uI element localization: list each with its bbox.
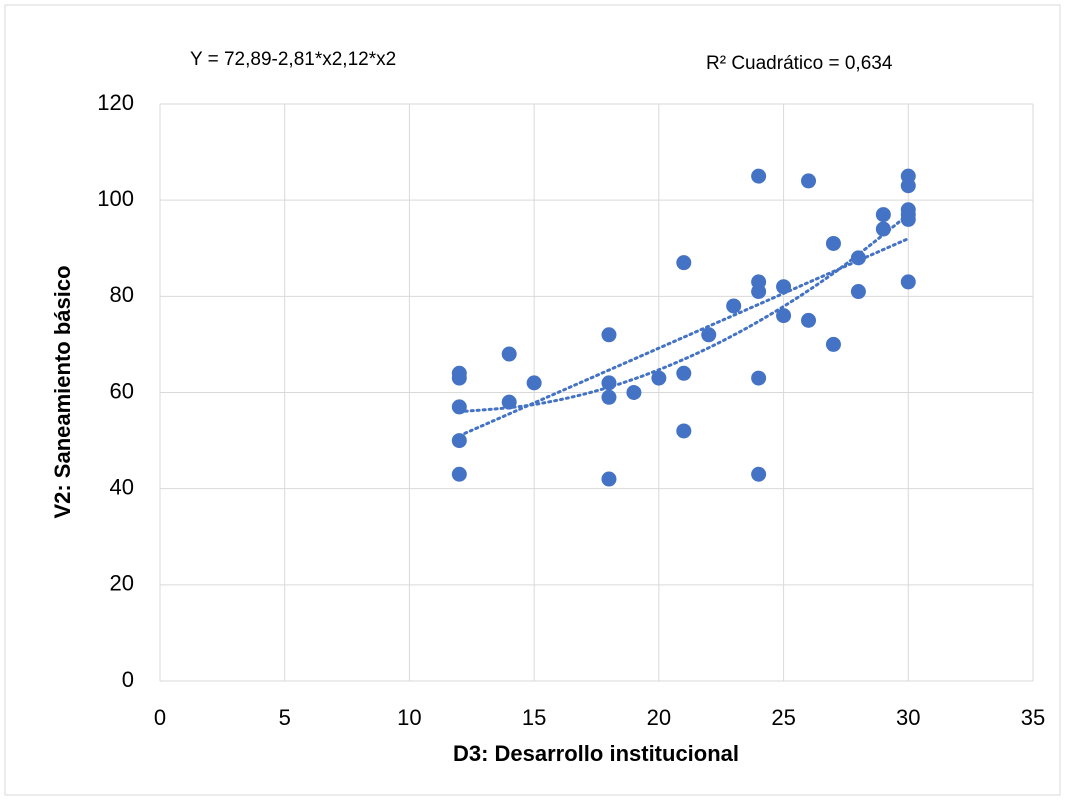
point — [451, 399, 467, 415]
x-tick-label: 15 — [522, 705, 546, 730]
point — [776, 308, 792, 324]
point — [726, 298, 742, 314]
point — [875, 221, 891, 237]
y-tick-label: 60 — [110, 378, 134, 403]
point — [900, 211, 916, 227]
r-squared: R² Cuadrático = 0,634 — [706, 53, 893, 74]
point — [801, 312, 817, 328]
y-tick-label: 20 — [110, 571, 134, 596]
x-tick-label: 35 — [1021, 705, 1045, 730]
x-tick-label: 10 — [397, 705, 421, 730]
point — [850, 284, 866, 300]
point — [776, 279, 792, 295]
point — [451, 370, 467, 386]
x-tick-label: 30 — [896, 705, 920, 730]
x-tick-label: 0 — [154, 705, 166, 730]
y-tick-label: 40 — [110, 474, 134, 499]
point — [501, 346, 517, 362]
x-tick-label: 25 — [771, 705, 795, 730]
point — [601, 389, 617, 405]
point — [526, 375, 542, 391]
point — [850, 250, 866, 266]
point — [451, 466, 467, 482]
point — [751, 284, 767, 300]
point — [900, 178, 916, 194]
point — [651, 370, 667, 386]
y-tick-label: 0 — [122, 667, 134, 692]
trendline — [457, 237, 910, 438]
equation: Y = 72,89-2,81*x2,12*x2 — [190, 49, 396, 70]
point — [875, 207, 891, 223]
point — [801, 173, 817, 189]
point — [825, 336, 841, 352]
chart-border — [4, 4, 1061, 796]
point — [825, 235, 841, 251]
x-axis-title: D3: Desarrollo institucional — [453, 741, 739, 766]
point — [751, 466, 767, 482]
point — [601, 327, 617, 343]
y-tick-label: 80 — [110, 282, 134, 307]
point — [751, 168, 767, 184]
x-tick-label: 5 — [279, 705, 291, 730]
point — [900, 274, 916, 290]
point — [701, 327, 717, 343]
point — [676, 255, 692, 271]
y-tick-label: 100 — [97, 186, 134, 211]
point — [601, 471, 617, 487]
y-axis-title: V2: Saneamiento básico — [50, 265, 75, 518]
point — [451, 433, 467, 449]
point — [751, 370, 767, 386]
x-tick-label: 20 — [647, 705, 671, 730]
point — [626, 385, 642, 400]
y-tick-label: 120 — [97, 90, 134, 115]
point — [676, 423, 692, 439]
trendline — [457, 213, 910, 414]
point — [676, 365, 692, 381]
